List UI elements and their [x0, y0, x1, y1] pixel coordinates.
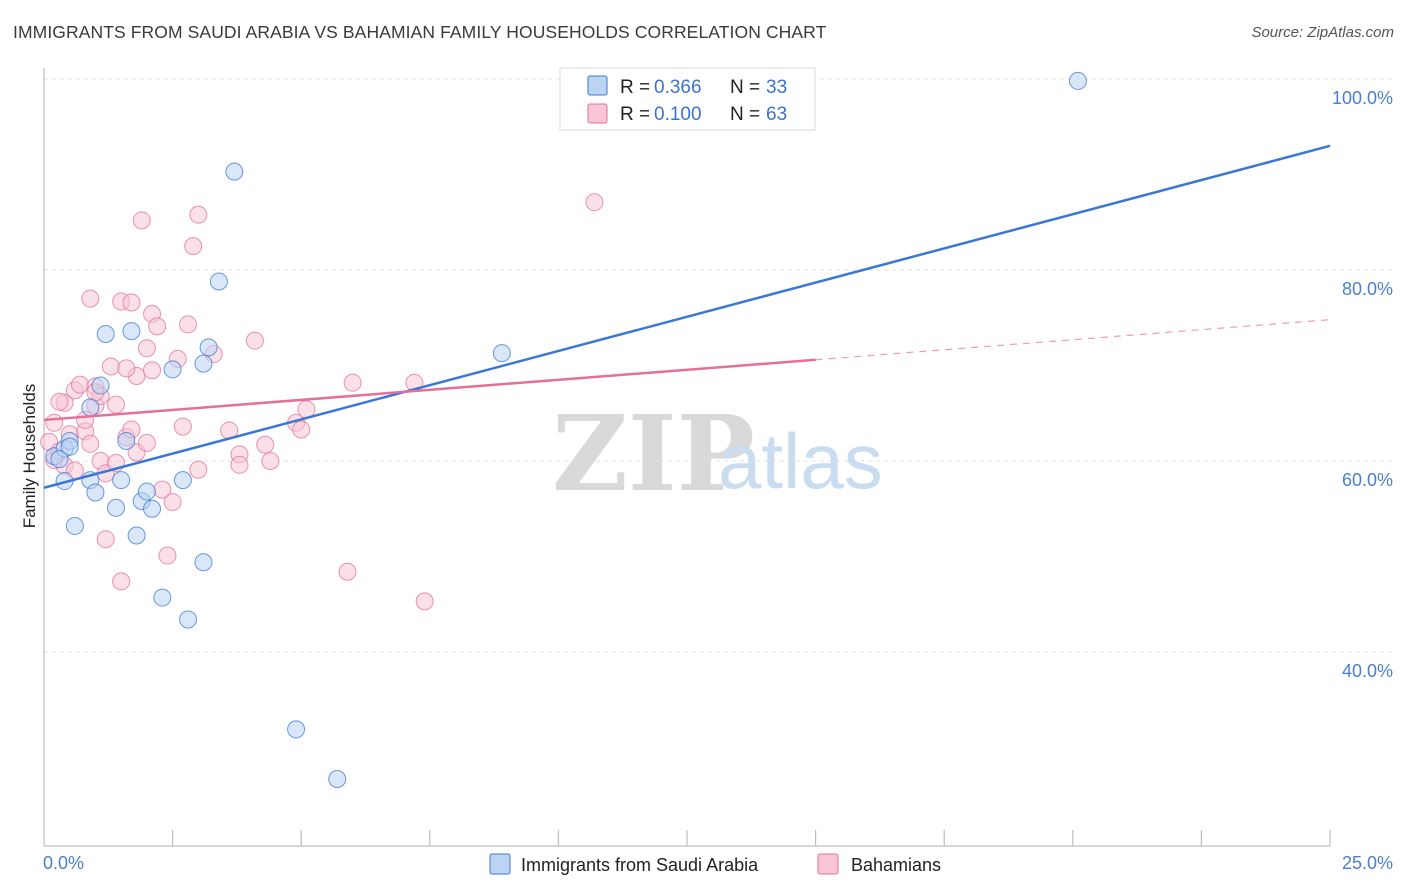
- watermark-atlas: atlas: [718, 417, 883, 505]
- y-tick-label-100: 100.0%: [1332, 88, 1393, 108]
- point-saudi: [137, 482, 156, 501]
- trendline-saudi: [43, 144, 1331, 489]
- source-label: Source: ZipAtlas.com: [1251, 24, 1394, 41]
- point-bahamians: [189, 205, 208, 224]
- chart-title: IMMIGRANTS FROM SAUDI ARABIA VS BAHAMIAN…: [13, 22, 827, 42]
- point-bahamians: [173, 417, 192, 436]
- y-tick-label-80: 80.0%: [1342, 279, 1393, 299]
- legend-swatch-saudi: [587, 75, 608, 96]
- point-saudi: [163, 360, 182, 379]
- legend-n-label-saudi: N =: [730, 77, 760, 98]
- point-saudi: [209, 272, 228, 291]
- legend-swatch-bahamians: [587, 103, 608, 124]
- legend-r-label-saudi: R =: [620, 77, 650, 98]
- y-tick-label-60: 60.0%: [1342, 470, 1393, 490]
- y-axis-label: Family Households: [20, 384, 39, 529]
- legend-r-value-bahamians: 0.100: [654, 104, 702, 125]
- trendline-bahamians: [43, 358, 816, 422]
- point-bahamians: [81, 434, 100, 453]
- point-saudi: [173, 471, 192, 490]
- bottom-legend-label-saudi: Immigrants from Saudi Arabia: [521, 855, 759, 875]
- point-bahamians: [158, 546, 177, 565]
- legend-n-value-saudi: 33: [766, 77, 787, 98]
- trendline-bahamians-extension: [815, 319, 1331, 361]
- points-layer: [40, 71, 1087, 789]
- point-bahamians: [137, 433, 156, 452]
- point-bahamians: [101, 357, 120, 376]
- point-saudi: [96, 324, 115, 343]
- legend-r-label-bahamians: R =: [620, 104, 650, 125]
- point-bahamians: [256, 435, 275, 454]
- point-saudi: [143, 499, 162, 518]
- y-tick-label-40: 40.0%: [1342, 661, 1393, 681]
- point-saudi: [492, 344, 511, 363]
- point-saudi: [194, 354, 213, 373]
- point-bahamians: [245, 331, 264, 350]
- point-bahamians: [45, 413, 64, 432]
- point-saudi: [179, 610, 198, 629]
- point-bahamians: [148, 317, 167, 336]
- legend-n-label-bahamians: N =: [730, 104, 760, 125]
- point-saudi: [107, 498, 126, 517]
- point-bahamians: [230, 455, 249, 474]
- point-bahamians: [292, 420, 311, 439]
- point-bahamians: [107, 395, 126, 414]
- point-saudi: [65, 516, 84, 535]
- point-saudi: [117, 431, 136, 450]
- point-saudi: [194, 553, 213, 572]
- point-saudi: [127, 526, 146, 545]
- stats-legend: R = 0.366 N = 33 R = 0.100 N = 63: [559, 67, 816, 131]
- point-saudi: [225, 162, 244, 181]
- point-bahamians: [143, 361, 162, 380]
- point-saudi: [199, 338, 218, 357]
- bottom-legend-label-bahamians: Bahamians: [851, 855, 941, 875]
- point-bahamians: [415, 592, 434, 611]
- bottom-legend-swatch-bahamians: [817, 853, 839, 875]
- watermark-zip: ZIP: [552, 392, 755, 515]
- trend-layer: [43, 144, 1331, 489]
- point-saudi: [81, 398, 100, 417]
- x-tick-marks: [172, 830, 1331, 846]
- legend-n-value-bahamians: 63: [766, 104, 787, 125]
- point-saudi: [1068, 71, 1087, 90]
- x-tick-label-max: 25.0%: [1342, 853, 1393, 873]
- point-saudi: [112, 471, 131, 490]
- point-bahamians: [122, 293, 141, 312]
- point-bahamians: [137, 339, 156, 358]
- point-bahamians: [71, 375, 90, 394]
- point-bahamians: [112, 572, 131, 591]
- point-saudi: [328, 770, 347, 789]
- point-bahamians: [184, 237, 203, 256]
- point-bahamians: [50, 392, 69, 411]
- point-bahamians: [338, 562, 357, 581]
- point-bahamians: [117, 359, 136, 378]
- bottom-legend-swatch-saudi: [489, 853, 511, 875]
- point-bahamians: [132, 211, 151, 230]
- point-saudi: [122, 322, 141, 341]
- point-saudi: [50, 450, 69, 469]
- point-bahamians: [343, 373, 362, 392]
- point-saudi: [86, 483, 105, 502]
- point-saudi: [91, 376, 110, 395]
- series-legend: Immigrants from Saudi Arabia Bahamians: [489, 853, 941, 875]
- legend-r-value-saudi: 0.366: [654, 77, 702, 98]
- point-saudi: [60, 437, 79, 456]
- point-bahamians: [585, 193, 604, 212]
- point-saudi: [153, 588, 172, 607]
- x-tick-label-min: 0.0%: [43, 853, 84, 873]
- point-bahamians: [81, 289, 100, 308]
- point-bahamians: [189, 460, 208, 479]
- point-bahamians: [179, 315, 198, 334]
- grid-layer: [44, 78, 1393, 653]
- point-bahamians: [96, 530, 115, 549]
- point-bahamians: [261, 452, 280, 470]
- point-saudi: [287, 720, 306, 739]
- point-bahamians: [163, 493, 182, 512]
